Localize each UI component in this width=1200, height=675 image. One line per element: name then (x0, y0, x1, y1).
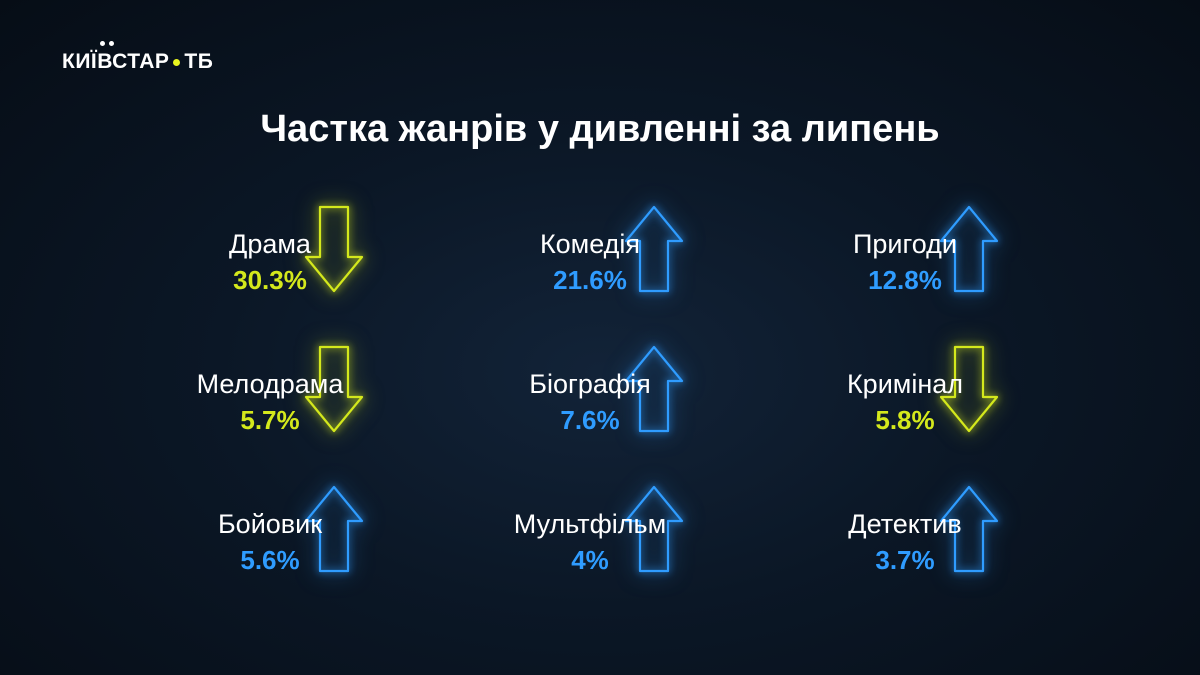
genre-label: Бойовик (217, 509, 323, 539)
genre-value: 30.3% (233, 265, 307, 295)
arrow-down-icon (939, 345, 999, 433)
genre-label: Детектив (848, 509, 962, 539)
logo-text: КИЇВСТАР (62, 50, 170, 73)
genre-value: 5.7% (240, 405, 300, 435)
arrow-up-icon (624, 485, 684, 573)
arrow-down-icon (304, 345, 364, 433)
arrow-up-icon (624, 205, 684, 293)
genre-card: Мультфільм 4% (440, 485, 740, 605)
genre-card: Біографія 7.6% (440, 345, 740, 465)
arrow-up-icon (624, 345, 684, 433)
genre-card: Драма 30.3% (120, 205, 420, 325)
brand-logo: КИЇВСТАР ТБ (62, 41, 214, 74)
genre-card: Детектив 3.7% (755, 485, 1055, 605)
genre-card: Бойовик 5.6% (120, 485, 420, 605)
genre-label: Пригоди (852, 229, 958, 259)
genre-value: 21.6% (553, 265, 627, 295)
genre-label: Драма (229, 229, 311, 259)
arrow-up-icon (939, 485, 999, 573)
logo-suffix: ТБ (184, 50, 214, 73)
genre-card: Пригоди 12.8% (755, 205, 1055, 325)
genre-label: Мультфільм (513, 509, 667, 539)
arrow-down-icon (304, 205, 364, 293)
page-title: Частка жанрів у дивленні за липень (260, 108, 940, 150)
arrow-up-icon (939, 205, 999, 293)
genre-value: 4% (571, 545, 609, 575)
genre-label: Мелодрама (196, 369, 344, 399)
genre-card: Кримінал 5.8% (755, 345, 1055, 465)
genre-card: Комедія 21.6% (440, 205, 740, 325)
genre-card: Мелодрама 5.7% (120, 345, 420, 465)
genre-value: 5.8% (875, 405, 935, 435)
logo-dots-icon (100, 41, 116, 49)
genre-value: 7.6% (560, 405, 620, 435)
genre-label: Кримінал (846, 369, 964, 399)
genre-label: Комедія (539, 229, 641, 259)
genre-value: 12.8% (868, 265, 942, 295)
genre-value: 3.7% (875, 545, 935, 575)
genre-value: 5.6% (240, 545, 300, 575)
arrow-up-icon (304, 485, 364, 573)
logo-dot-icon (173, 58, 181, 66)
genre-label: Біографія (529, 369, 651, 399)
